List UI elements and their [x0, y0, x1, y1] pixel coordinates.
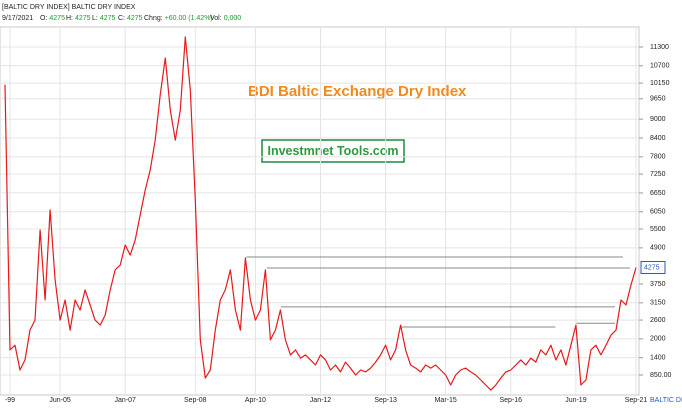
x-tick-label: Sep-08	[184, 397, 207, 404]
x-tick-label: Jun-05	[49, 397, 71, 404]
y-tick-label: 9000	[650, 116, 666, 123]
y-tick-label: 1400	[650, 355, 666, 362]
header-field-label: H:	[66, 15, 73, 22]
header-field-value: +60.00 (1.42%)	[165, 15, 213, 22]
y-tick-label: 2600	[650, 317, 666, 324]
x-tick-label: Sep-21	[625, 397, 648, 404]
y-tick-label: 10700	[650, 63, 670, 70]
y-tick-label: 6650	[650, 190, 666, 197]
header-date: 9/17/2021	[2, 15, 33, 22]
header-field-value: 0,000	[224, 15, 242, 22]
chart-title: BDI Baltic Exchange Dry Index	[248, 83, 467, 100]
header-field-label: O:	[40, 15, 47, 22]
header-field-value: 4275	[100, 15, 116, 22]
x-tick-label: Jun-19	[565, 397, 587, 404]
header-field-label: Vol:	[210, 15, 222, 22]
y-tick-label: 3750	[650, 281, 666, 288]
y-tick-label: 4900	[650, 245, 666, 252]
x-tick-label: Sep-13	[374, 397, 397, 404]
y-tick-label: 2000	[650, 336, 666, 343]
y-tick-label: 3150	[650, 300, 666, 307]
y-tick-label: 7800	[650, 154, 666, 161]
y-tick-label: 5500	[650, 226, 666, 233]
y-tick-label: 9650	[650, 96, 666, 103]
x-tick-label: Mar-15	[435, 397, 457, 404]
header-symbol: [BALTIC DRY INDEX] BALTIC DRY INDEX	[2, 4, 136, 11]
header-field-label: C:	[118, 15, 125, 22]
series-line	[4, 36, 637, 391]
annotation: Investmnet Tools.com	[267, 144, 398, 158]
x-tick-label: Sep-16	[500, 397, 523, 404]
y-tick-label: 8400	[650, 135, 666, 142]
header-field-value: 4275	[75, 15, 91, 22]
header-field-label: Chng:	[144, 15, 163, 22]
header-field-value: 4275	[49, 15, 65, 22]
y-tick-label: 850.00	[650, 372, 672, 379]
y-tick-label: 10150	[650, 80, 670, 87]
x-tick-label: Jan-07	[114, 397, 136, 404]
last-value-box	[640, 260, 666, 274]
y-tick-label: 11300	[650, 44, 669, 51]
header-field-label: L:	[92, 15, 98, 22]
header-field-value: 4275	[127, 15, 143, 22]
last-value-label: 4275	[644, 264, 660, 271]
legend-label: BALTIC DI	[650, 397, 682, 404]
plot-frame	[0, 26, 640, 396]
x-tick-label: -99	[5, 397, 15, 404]
x-tick-label: Jan-12	[310, 397, 332, 404]
y-tick-label: 7250	[650, 171, 666, 178]
y-tick-label: 6050	[650, 209, 666, 216]
x-tick-label: Apr-10	[245, 397, 266, 404]
